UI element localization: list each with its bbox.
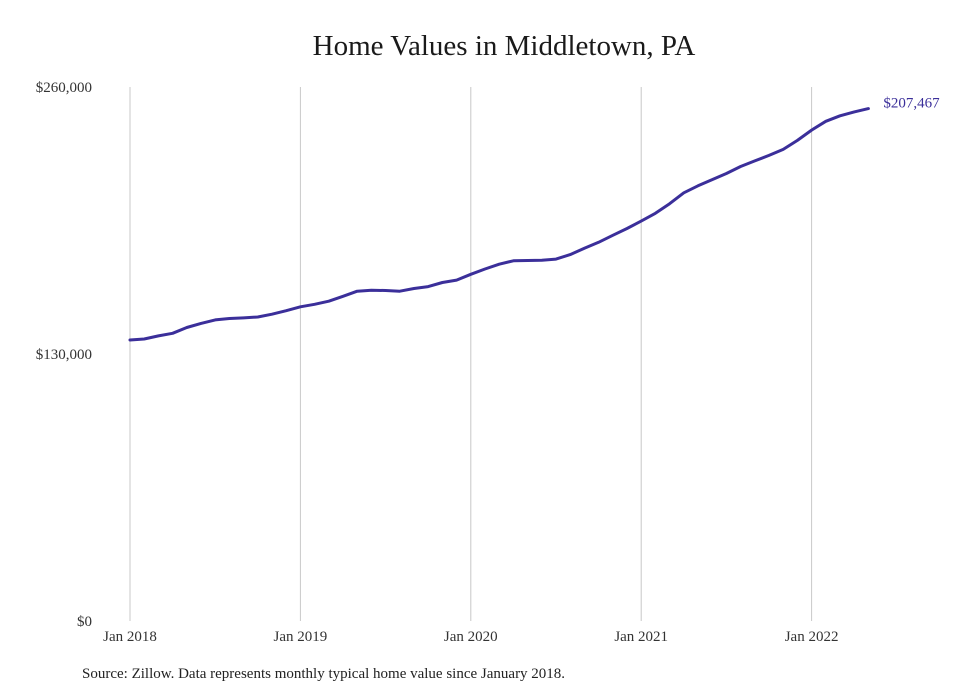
y-tick-label: $130,000 — [36, 347, 92, 363]
series-line-0 — [128, 107, 870, 342]
gridlines — [129, 87, 813, 621]
chart-title: Home Values in Middletown, PA — [312, 30, 696, 62]
x-tick-label: Jan 2019 — [274, 629, 328, 645]
x-tick-label: Jan 2022 — [785, 629, 839, 645]
y-tick-label: $260,000 — [36, 80, 92, 96]
x-tick-label: Jan 2021 — [614, 629, 668, 645]
series-layer: $207,467 — [128, 96, 940, 342]
x-tick-label: Jan 2018 — [103, 629, 157, 645]
x-tick-label: Jan 2020 — [444, 629, 498, 645]
source-note: Source: Zillow. Data represents monthly … — [82, 666, 566, 682]
y-tick-label: $0 — [77, 614, 92, 630]
end-value-label: $207,467 — [883, 96, 940, 112]
axis-labels: Jan 2018 Jan 2019 Jan 2020 Jan 2021 Jan 2022… — [36, 80, 839, 645]
